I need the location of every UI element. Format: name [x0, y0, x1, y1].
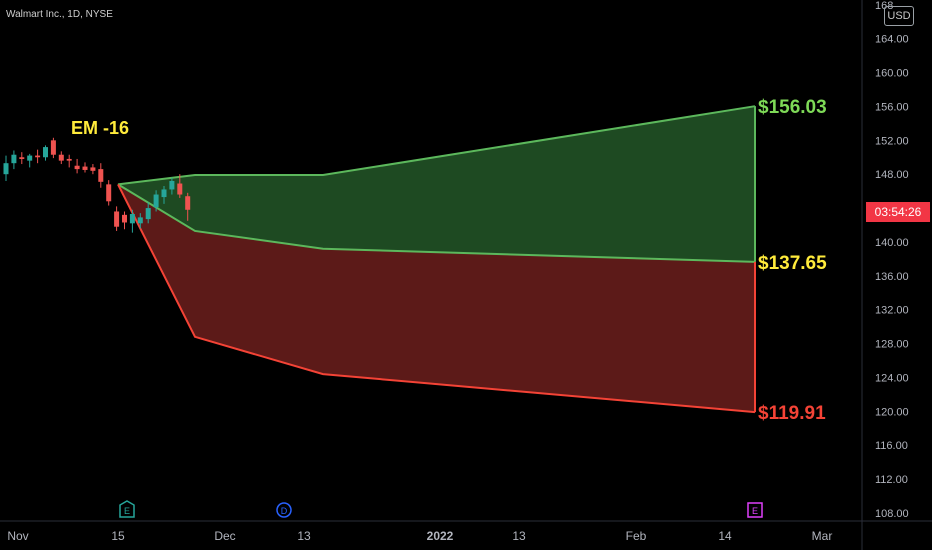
- y-tick-label: 120.00: [875, 406, 909, 418]
- earnings-marker[interactable]: E: [747, 502, 763, 518]
- candle-body: [98, 169, 104, 182]
- x-tick-label: Mar: [812, 529, 833, 543]
- marker-label: E: [752, 506, 758, 516]
- candle: [43, 145, 48, 161]
- candle: [129, 209, 135, 233]
- marker-shape: [276, 502, 292, 518]
- marker-label: E: [124, 506, 130, 516]
- candle: [169, 177, 175, 195]
- lower-bound-line: [117, 183, 756, 414]
- y-tick-label: 116.00: [875, 440, 908, 452]
- candle-body: [90, 167, 96, 171]
- x-tick-label: 13: [297, 529, 311, 543]
- x-tick-label: 14: [718, 529, 732, 543]
- y-tick-label: 164.00: [875, 34, 909, 46]
- lower-target-label: $119.91: [758, 403, 826, 424]
- candle: [74, 158, 80, 174]
- dividend-marker[interactable]: D: [276, 502, 292, 518]
- candle: [153, 190, 159, 212]
- candle-body: [153, 194, 159, 208]
- candle: [66, 154, 72, 168]
- x-tick-label: Nov: [7, 529, 28, 543]
- candle-body: [114, 211, 120, 227]
- em-label: EM -16: [71, 118, 129, 138]
- candle-body: [122, 214, 127, 223]
- annotations: EM -16 $156.03 $137.65 $119.91: [71, 97, 827, 424]
- candle-body: [3, 163, 9, 175]
- symbol-label: Walmart Inc., 1D, NYSE: [6, 9, 113, 20]
- candle: [161, 186, 167, 204]
- y-tick-label: 140.00: [875, 237, 909, 249]
- y-axis[interactable]: 108.00 112.00 116.00 120.00 124.00 128.00 132.…: [875, 0, 909, 520]
- y-tick-label: 136.00: [875, 271, 909, 283]
- earnings-marker[interactable]: E: [119, 500, 135, 518]
- candle-body: [129, 214, 135, 224]
- candle: [185, 192, 191, 221]
- candle: [58, 151, 64, 165]
- candle-body: [43, 147, 48, 158]
- y-tick-label: 168: [875, 0, 893, 12]
- mid-target-label: $137.65: [758, 253, 827, 274]
- candle-body: [66, 158, 72, 161]
- candle: [11, 150, 17, 170]
- candle: [177, 174, 183, 198]
- candle: [122, 211, 127, 230]
- candle-body: [145, 208, 151, 220]
- candle: [90, 164, 96, 175]
- candlestick-series: [3, 137, 191, 233]
- candle-body: [185, 196, 191, 210]
- marker-shape: [747, 502, 763, 518]
- candle: [82, 162, 88, 173]
- candle-body: [82, 166, 88, 170]
- candle-body: [177, 183, 183, 195]
- x-tick-label: Feb: [626, 529, 647, 543]
- marker-shape: [119, 500, 135, 518]
- candle-body: [35, 155, 41, 158]
- y-tick-label: 128.00: [875, 339, 909, 351]
- candle: [106, 180, 112, 206]
- last-price-countdown: 03:54:26: [866, 202, 930, 222]
- candle: [50, 137, 56, 159]
- y-tick-label: 112.00: [875, 474, 908, 486]
- y-tick-label: 124.00: [875, 372, 909, 384]
- candle-body: [27, 155, 33, 161]
- candle: [35, 149, 41, 164]
- candle-body: [74, 165, 80, 170]
- candle: [27, 153, 33, 168]
- x-tick-label: 2022: [427, 529, 454, 543]
- candle: [3, 155, 9, 181]
- lower-zone: [118, 184, 755, 413]
- marker-label: D: [281, 506, 288, 516]
- x-tick-label: Dec: [214, 529, 235, 543]
- y-tick-label: 148.00: [875, 169, 909, 181]
- candle-body: [11, 154, 17, 164]
- y-tick-label: 132.00: [875, 305, 909, 317]
- candle-body: [161, 189, 167, 198]
- candle: [19, 152, 25, 165]
- y-tick-label: 152.00: [875, 135, 909, 147]
- candle-body: [50, 140, 56, 155]
- y-tick-label: 108.00: [875, 508, 909, 520]
- candle: [98, 163, 104, 188]
- candle: [137, 213, 143, 229]
- x-tick-label: 15: [111, 529, 125, 543]
- expected-move-zones: [117, 105, 756, 414]
- upper-zone: [118, 106, 755, 262]
- upper-target-label: $156.03: [758, 97, 827, 118]
- y-tick-label: 160.00: [875, 68, 909, 80]
- x-axis[interactable]: Nov 15 Dec 13 2022 13 Feb 14 Mar: [7, 529, 832, 543]
- upper-bound-line: [117, 105, 756, 186]
- candle: [114, 206, 120, 231]
- y-tick-label: 156.00: [875, 101, 909, 113]
- candle: [145, 202, 151, 224]
- x-tick-label: 13: [512, 529, 526, 543]
- candle-body: [58, 154, 64, 161]
- candle-body: [19, 157, 25, 159]
- candle-body: [106, 184, 112, 202]
- candle-body: [137, 217, 143, 224]
- candle-body: [169, 180, 175, 190]
- currency-badge[interactable]: USD: [884, 6, 914, 26]
